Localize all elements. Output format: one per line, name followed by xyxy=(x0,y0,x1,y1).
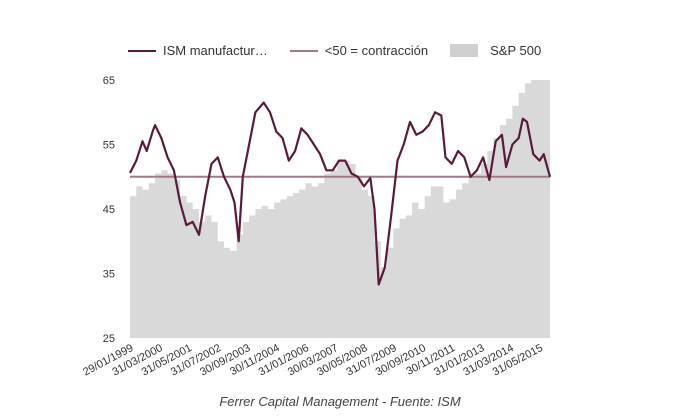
chart-caption: Ferrer Capital Management - Fuente: ISM xyxy=(0,394,680,409)
y-tick-label: 65 xyxy=(103,75,115,87)
legend-item-sp500[interactable]: S&P 500 xyxy=(450,43,541,58)
legend-item-ism[interactable]: ISM manufactur… xyxy=(128,43,268,58)
y-axis: 25 35 45 55 65 xyxy=(103,75,115,345)
legend-swatch-threshold xyxy=(289,49,318,52)
y-tick-label: 35 xyxy=(103,269,115,281)
y-tick-label: 45 xyxy=(103,204,115,216)
sp500-area-layer xyxy=(130,80,550,338)
legend-swatch-sp500 xyxy=(450,44,479,57)
ism-line-layer xyxy=(129,101,552,286)
legend-swatch-ism xyxy=(128,49,156,52)
y-tick-label: 25 xyxy=(103,333,115,345)
caption-text: Ferrer Capital Management - Fuente: ISM xyxy=(219,394,461,409)
legend: ISM manufactur… <50 = contracción S&P 50… xyxy=(128,43,563,58)
sp500-area xyxy=(130,80,550,338)
legend-label-threshold: <50 = contracción xyxy=(324,43,429,58)
legend-label-ism: ISM manufactur… xyxy=(163,43,268,58)
x-axis: 29/01/199931/03/200031/05/200131/07/2002… xyxy=(81,342,545,378)
legend-item-threshold[interactable]: <50 = contracción xyxy=(289,43,429,58)
legend-label-sp500: S&P 500 xyxy=(490,43,542,58)
y-tick-label: 55 xyxy=(103,140,115,152)
ism-line xyxy=(129,101,552,286)
